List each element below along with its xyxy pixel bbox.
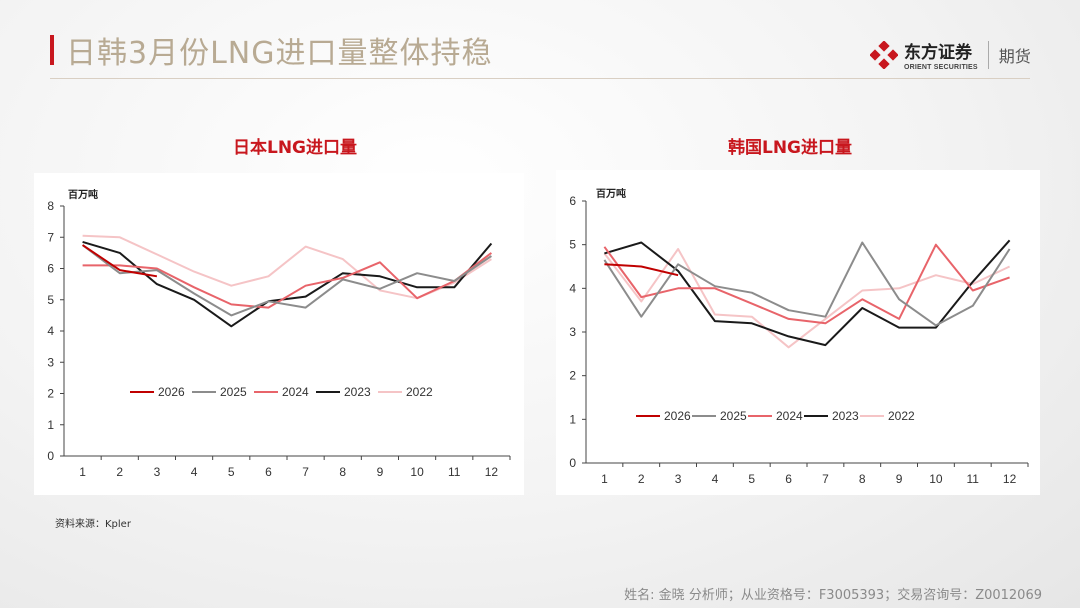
series-line-2025 xyxy=(81,244,492,317)
legend-label-2026: 2026 xyxy=(158,385,185,399)
x-tick-label: 10 xyxy=(929,472,943,486)
x-tick-label: 11 xyxy=(967,472,980,486)
series-line-2026 xyxy=(604,263,679,277)
x-tick-label: 11 xyxy=(448,465,461,479)
legend-label-2022: 2022 xyxy=(888,409,915,423)
y-tick-label: 0 xyxy=(569,456,576,470)
legend-label-2022: 2022 xyxy=(406,385,433,399)
series-line-2024 xyxy=(82,252,493,309)
title-bar: 日韩3月份LNG进口量整体持稳 xyxy=(50,30,493,71)
korea-chart-title: 韩国LNG进口量 xyxy=(728,138,853,158)
y-axis-unit-label: 百万吨 xyxy=(68,188,98,201)
logo-subsidiary: 期货 xyxy=(998,46,1031,66)
series-line-2023 xyxy=(82,240,493,328)
legend-label-2025: 2025 xyxy=(220,385,247,399)
x-tick-label: 9 xyxy=(377,465,384,479)
series-line-2024 xyxy=(603,243,1010,325)
x-tick-label: 12 xyxy=(485,465,499,479)
data-source: 资料来源：Kpler xyxy=(55,519,131,530)
series-line-2026 xyxy=(82,244,158,278)
series-line-2023 xyxy=(604,239,1011,347)
korea-chart-panel: 0 1 2 3 4 5 6 1 2 3 4 5 6 7 8 9 10 11 12 百万吨 2026 2025 2024 202… xyxy=(556,170,1040,495)
x-tick-label: 6 xyxy=(265,465,272,479)
y-tick-label: 3 xyxy=(569,325,576,339)
legend-label-2024: 2024 xyxy=(776,409,803,423)
x-tick-label: 3 xyxy=(675,472,682,486)
x-tick-label: 7 xyxy=(302,465,309,479)
page-title: 日韩3月份LNG进口量整体持稳 xyxy=(66,36,493,71)
x-tick-label: 1 xyxy=(79,465,86,479)
x-tick-label: 2 xyxy=(638,472,645,486)
x-tick-label: 8 xyxy=(339,465,346,479)
japan-chart-panel: 0 1 2 3 4 5 6 7 8 1 2 3 4 5 6 7 8 9 10 11 12 百万吨 2026 2025 2024 2… xyxy=(34,173,524,495)
y-tick-label: 2 xyxy=(47,387,54,401)
y-tick-label: 6 xyxy=(47,262,54,276)
y-tick-label: 8 xyxy=(47,199,54,213)
x-tick-label: 12 xyxy=(1003,472,1017,486)
legend-label-2024: 2024 xyxy=(282,385,309,399)
x-tick-label: 5 xyxy=(228,465,235,479)
x-tick-label: 9 xyxy=(896,472,903,486)
analyst-footer: 姓名: 金晓 分析师；从业资格号：F3005393；交易咨询号：Z0012069 xyxy=(624,588,1042,603)
y-tick-label: 0 xyxy=(47,449,54,463)
y-tick-label: 3 xyxy=(47,355,54,369)
y-tick-label: 6 xyxy=(569,194,576,208)
japan-chart-title: 日本LNG进口量 xyxy=(233,138,358,158)
logo-chinese-name: 东方证券 xyxy=(904,43,972,63)
x-tick-label: 2 xyxy=(116,465,123,479)
x-tick-label: 10 xyxy=(410,465,424,479)
series-line-2022 xyxy=(603,248,1011,349)
y-tick-label: 2 xyxy=(569,369,576,383)
logo-english-name: ORIENT SECURITIES xyxy=(904,64,978,71)
y-axis-unit-label: 百万吨 xyxy=(596,187,626,200)
title-accent-bar xyxy=(50,35,54,65)
x-tick-label: 4 xyxy=(191,465,198,479)
y-tick-label: 1 xyxy=(569,412,576,426)
x-tick-label: 6 xyxy=(785,472,792,486)
y-tick-label: 1 xyxy=(47,418,54,432)
x-tick-label: 7 xyxy=(822,472,829,486)
y-tick-label: 4 xyxy=(47,324,54,338)
legend-label-2025: 2025 xyxy=(720,409,747,423)
x-tick-label: 3 xyxy=(154,465,161,479)
y-tick-label: 5 xyxy=(569,238,576,252)
x-tick-label: 8 xyxy=(859,472,866,486)
x-tick-label: 1 xyxy=(601,472,608,486)
legend-label-2023: 2023 xyxy=(344,385,371,399)
orient-logo-icon xyxy=(870,40,898,69)
title-divider xyxy=(50,78,1030,79)
logo-separator xyxy=(987,40,989,69)
x-tick-label: 4 xyxy=(712,472,719,486)
company-logo: 东方证券 ORIENT SECURITIES 期货 xyxy=(870,38,1031,71)
legend-label-2023: 2023 xyxy=(832,409,859,423)
y-tick-label: 4 xyxy=(569,281,576,295)
legend-label-2026: 2026 xyxy=(664,409,691,423)
y-tick-label: 5 xyxy=(47,293,54,307)
y-tick-label: 7 xyxy=(47,230,54,244)
x-tick-label: 5 xyxy=(748,472,755,486)
